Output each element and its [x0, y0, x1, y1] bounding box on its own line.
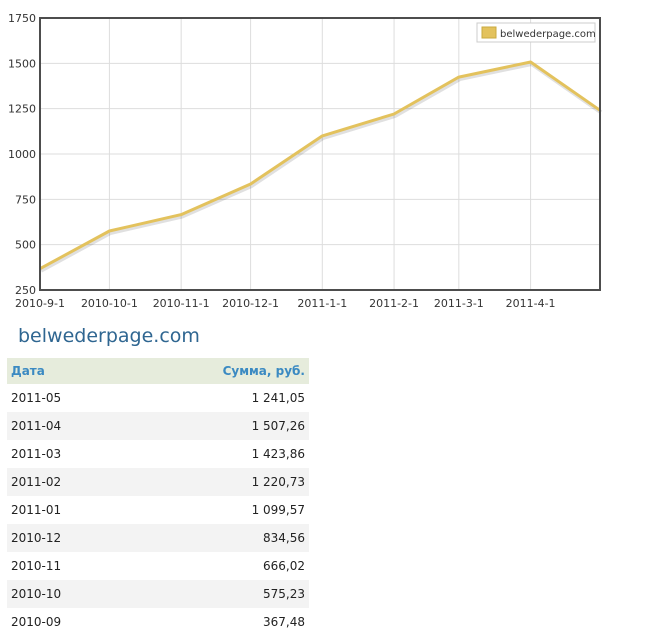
cell-date: 2011-01 [7, 496, 126, 524]
cell-sum: 1 220,73 [125, 468, 309, 496]
cell-sum: 1 507,26 [125, 412, 309, 440]
y-tick-label: 250 [15, 284, 36, 297]
column-header-date[interactable]: Дата [7, 358, 126, 384]
cell-date: 2011-05 [7, 384, 126, 412]
table-row: 2010-10 575,23 [7, 580, 309, 608]
y-tick-label: 1250 [8, 103, 36, 116]
legend-box [476, 22, 596, 43]
y-tick-label: 500 [15, 239, 36, 252]
x-tick-label: 2010-9-1 [15, 297, 65, 310]
x-tick-label: 2010-12-1 [222, 297, 279, 310]
table-row: 2011-05 1 241,05 [7, 384, 309, 412]
data-table: Дата Сумма, руб. 2011-05 1 241,05 2011-0… [7, 358, 309, 636]
cell-sum: 1 099,57 [125, 496, 309, 524]
y-tick-label: 1750 [8, 12, 36, 25]
table-row: 2011-01 1 099,57 [7, 496, 309, 524]
cell-sum: 575,23 [125, 580, 309, 608]
series-line [39, 60, 601, 271]
series-line-shadow [40, 62, 603, 273]
cell-sum: 666,02 [125, 552, 309, 580]
legend-label: belwederpage.com [500, 29, 596, 40]
x-tick-label: 2010-10-1 [81, 297, 138, 310]
cell-date: 2011-03 [7, 440, 126, 468]
cell-sum: 1 423,86 [125, 440, 309, 468]
table-row: 2010-09 367,48 [7, 608, 309, 636]
x-tick-label: 2011-4-1 [506, 297, 556, 310]
cell-date: 2010-12 [7, 524, 126, 552]
legend-swatch [481, 26, 497, 39]
table-row: 2011-03 1 423,86 [7, 440, 309, 468]
x-tick-label: 2011-2-1 [369, 297, 419, 310]
column-header-sum[interactable]: Сумма, руб. [125, 358, 309, 384]
cell-date: 2010-09 [7, 608, 126, 636]
table-header-row: Дата Сумма, руб. [7, 358, 309, 384]
x-tick-label: 2011-3-1 [434, 297, 484, 310]
cell-date: 2011-04 [7, 412, 126, 440]
cell-sum: 834,56 [125, 524, 309, 552]
cell-sum: 367,48 [125, 608, 309, 636]
cell-date: 2010-11 [7, 552, 126, 580]
table-row: 2011-02 1 220,73 [7, 468, 309, 496]
cell-date: 2010-10 [7, 580, 126, 608]
table-row: 2010-12 834,56 [7, 524, 309, 552]
y-tick-label: 750 [15, 193, 36, 206]
table-row: 2010-11 666,02 [7, 552, 309, 580]
y-tick-label: 1000 [8, 148, 36, 161]
x-tick-label: 2011-1-1 [297, 297, 347, 310]
y-tick-label: 1500 [8, 57, 36, 70]
cell-sum: 1 241,05 [125, 384, 309, 412]
table-row: 2011-04 1 507,26 [7, 412, 309, 440]
plot-border [39, 17, 601, 291]
line-chart: 250 500 750 1000 1250 1500 1750 2010-9-1 2010-10… [8, 12, 603, 310]
site-title[interactable]: belwederpage.com [18, 325, 200, 347]
x-tick-label: 2010-11-1 [153, 297, 210, 310]
cell-date: 2011-02 [7, 468, 126, 496]
